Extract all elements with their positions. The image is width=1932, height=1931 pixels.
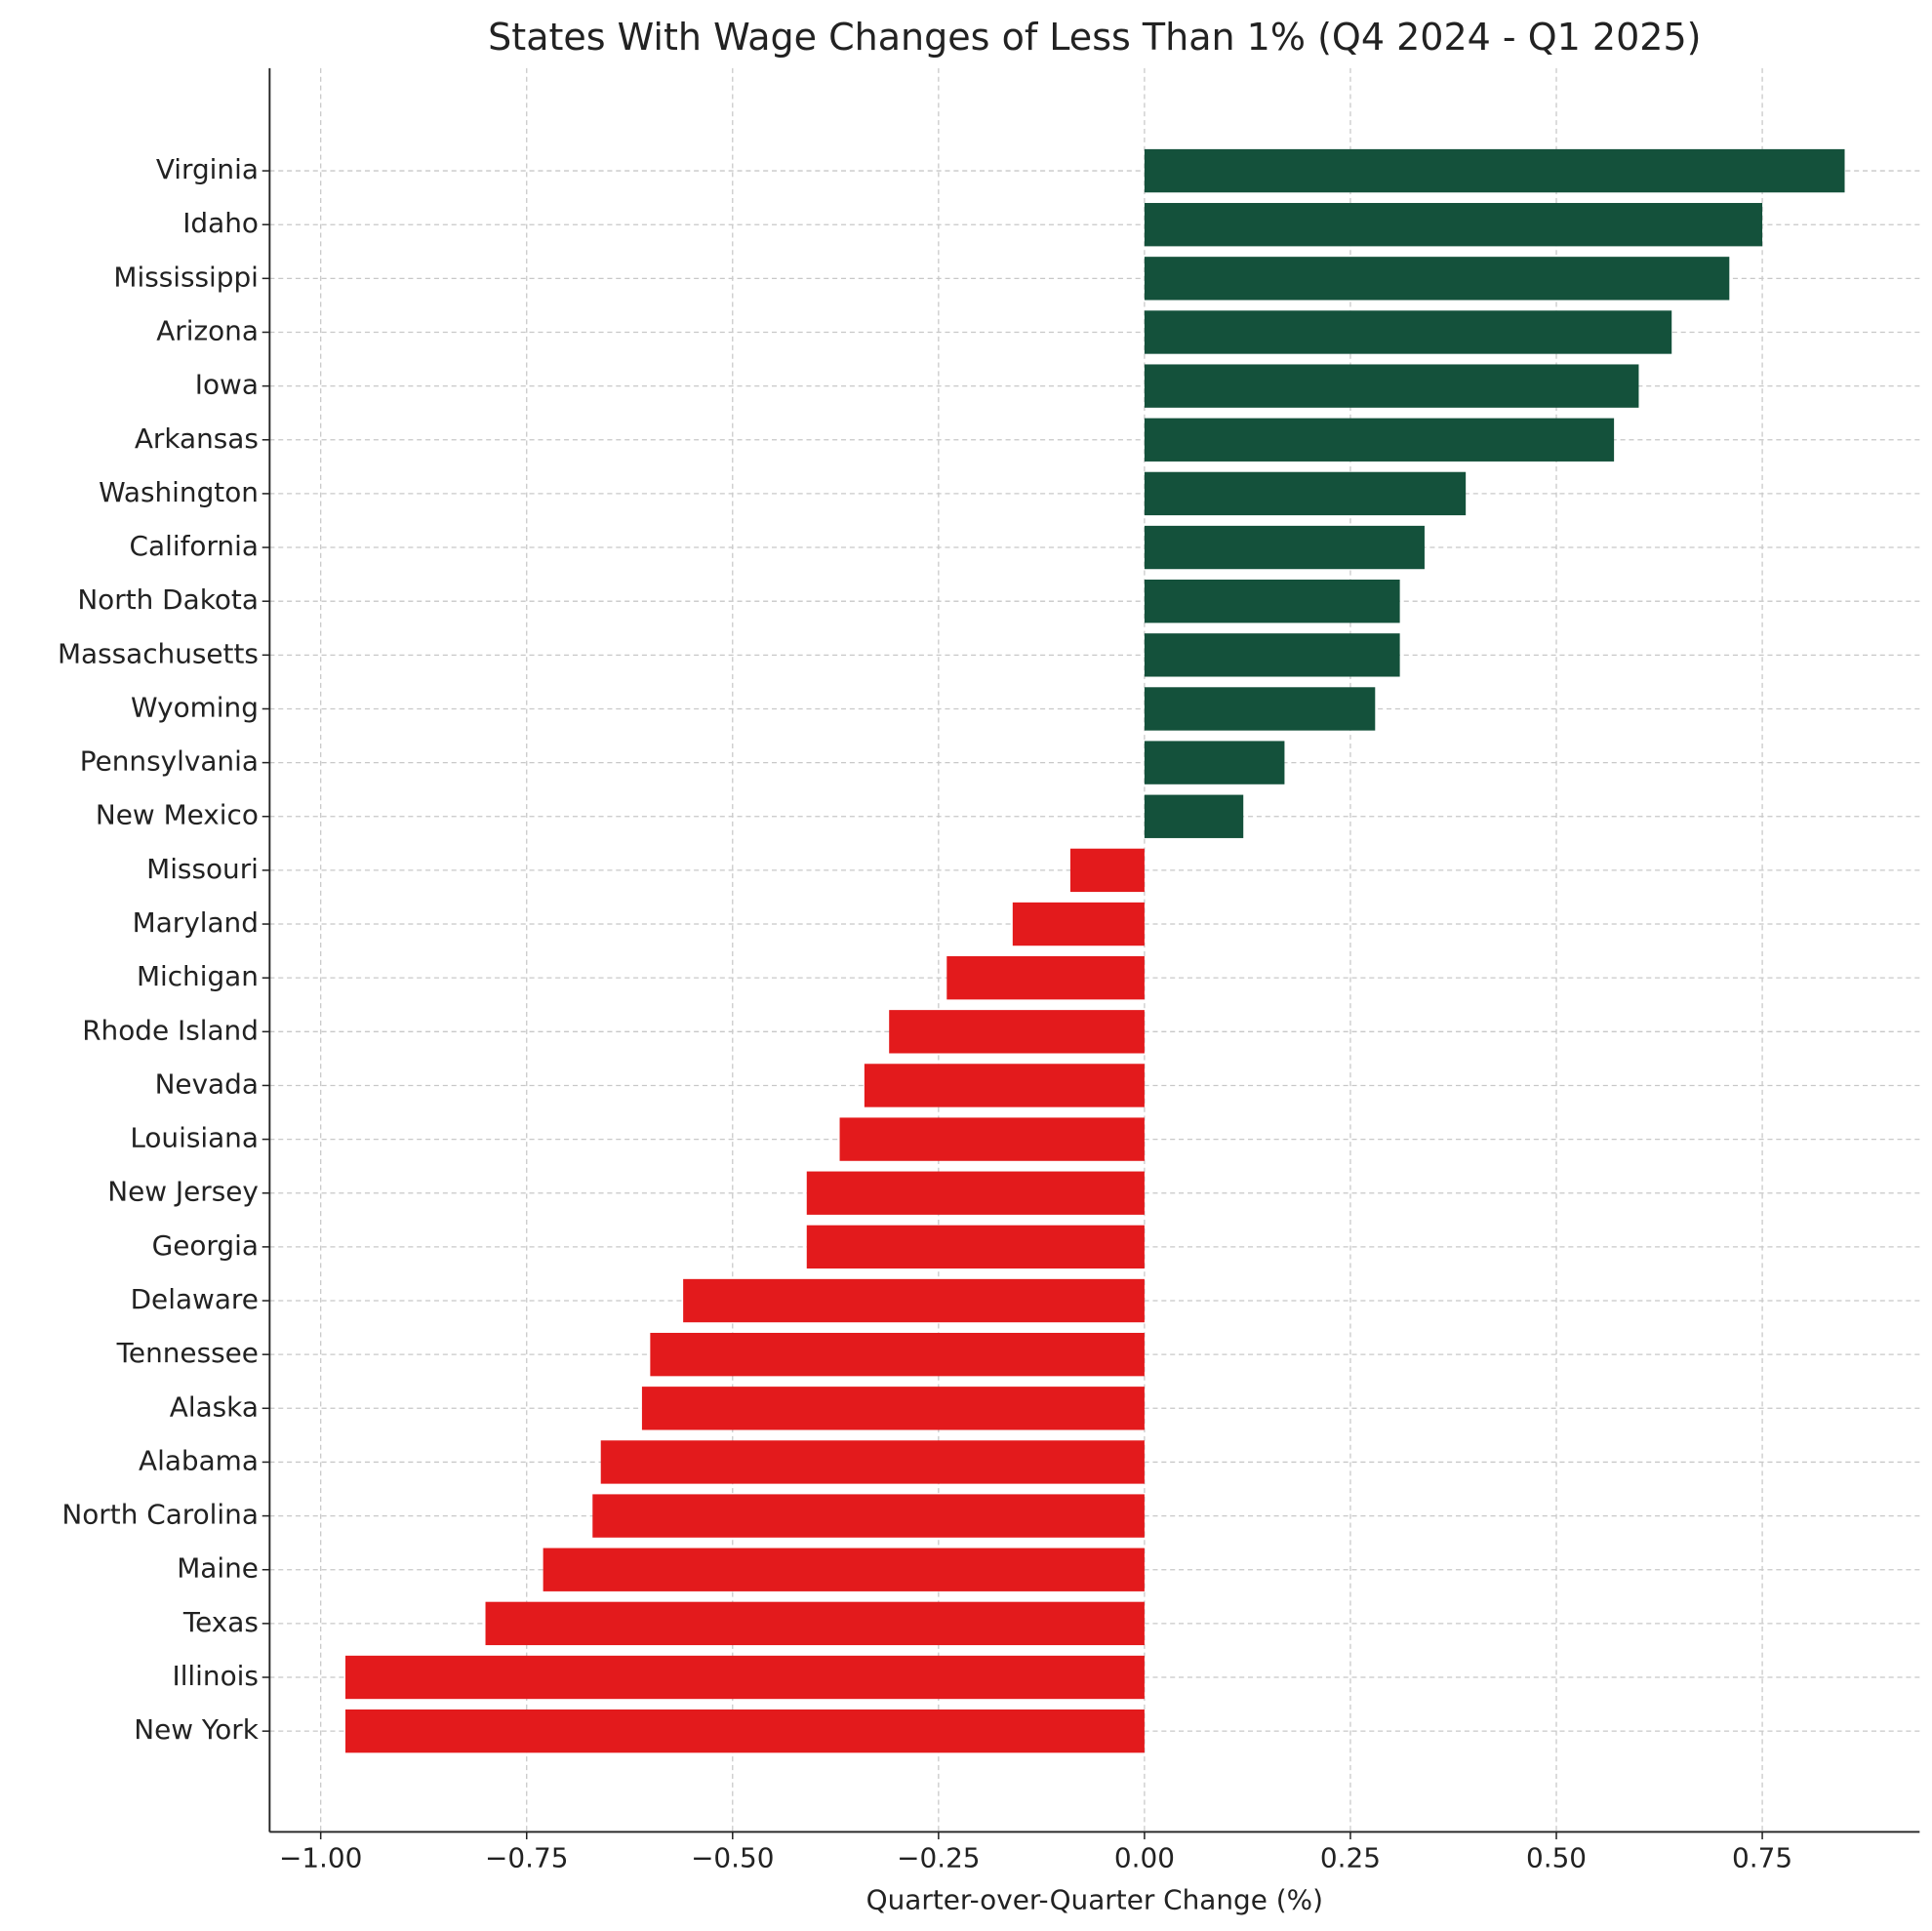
y-tick-label: Michigan: [137, 960, 259, 992]
x-tick-label: −0.25: [897, 1841, 980, 1873]
x-tick-label: −0.75: [485, 1841, 568, 1873]
y-tick-label: Louisiana: [130, 1122, 259, 1154]
bar: [946, 955, 1145, 1000]
bar: [650, 1332, 1145, 1377]
x-tick-label: −1.00: [279, 1841, 362, 1873]
y-tick-label: Arizona: [156, 314, 259, 346]
y-tick-label: Alaska: [170, 1390, 259, 1423]
y-tick-label: Mississippi: [113, 261, 259, 293]
y-tick-label: Maryland: [133, 906, 259, 939]
bar: [345, 1709, 1145, 1753]
y-tick-label: New York: [134, 1713, 259, 1746]
bar: [683, 1278, 1145, 1323]
bar: [592, 1494, 1145, 1538]
y-tick-label: Nevada: [155, 1067, 259, 1100]
chart-title: States With Wage Changes of Less Than 1%…: [488, 16, 1701, 59]
y-tick-label: Wyoming: [131, 691, 259, 723]
y-tick-label: Texas: [182, 1606, 259, 1638]
y-tick-label: New Jersey: [107, 1176, 259, 1208]
y-tick-label: North Dakota: [77, 583, 259, 616]
bar: [839, 1117, 1145, 1161]
y-tick-label: Idaho: [182, 207, 259, 239]
y-tick-label: Delaware: [131, 1283, 259, 1315]
bar: [889, 1010, 1145, 1054]
bar: [1144, 741, 1285, 784]
bar: [1144, 257, 1730, 301]
y-tick-label: Iowa: [195, 369, 259, 401]
bar: [1012, 902, 1145, 946]
y-tick-label: Illinois: [172, 1660, 258, 1692]
bar: [1144, 310, 1672, 354]
bar: [1144, 633, 1400, 677]
y-tick-label: Georgia: [152, 1229, 259, 1262]
y-tick-label: North Carolina: [61, 1499, 259, 1531]
x-axis-label: Quarter-over-Quarter Change (%): [866, 1883, 1323, 1915]
y-tick-label: Rhode Island: [82, 1014, 259, 1046]
x-tick-label: 0.00: [1114, 1841, 1175, 1873]
x-tick-label: 0.25: [1320, 1841, 1381, 1873]
x-tick-label: 0.50: [1526, 1841, 1587, 1873]
bar: [485, 1601, 1145, 1646]
y-tick-label: Maine: [177, 1552, 259, 1585]
y-tick-label: Tennessee: [116, 1337, 259, 1369]
y-tick-label: Alabama: [139, 1444, 259, 1476]
x-tick-label: 0.75: [1732, 1841, 1792, 1873]
y-tick-label: Pennsylvania: [80, 745, 259, 778]
bar: [1144, 148, 1845, 193]
bar: [1144, 203, 1763, 247]
bar: [806, 1171, 1145, 1215]
y-tick-label: Massachusetts: [58, 637, 259, 669]
bar: [864, 1064, 1145, 1107]
bar: [806, 1225, 1145, 1269]
y-tick-label: California: [130, 530, 259, 562]
bar: [641, 1387, 1145, 1430]
y-tick-label: Missouri: [146, 853, 259, 885]
y-tick-label: New Mexico: [96, 799, 259, 831]
bar: [1069, 848, 1145, 893]
bar: [1144, 794, 1244, 838]
x-tick-label: −0.50: [691, 1841, 774, 1873]
bar: [1144, 687, 1376, 731]
y-tick-label: Washington: [99, 476, 259, 508]
bar: [1144, 364, 1639, 408]
bar: [543, 1548, 1145, 1591]
bar: [600, 1440, 1145, 1484]
bar: [1144, 418, 1615, 462]
y-tick-label: Arkansas: [135, 422, 259, 455]
y-tick-label: Virginia: [156, 153, 259, 185]
bar: [345, 1655, 1145, 1700]
bar: [1144, 525, 1425, 570]
bar: [1144, 471, 1467, 516]
bar: [1144, 580, 1400, 624]
